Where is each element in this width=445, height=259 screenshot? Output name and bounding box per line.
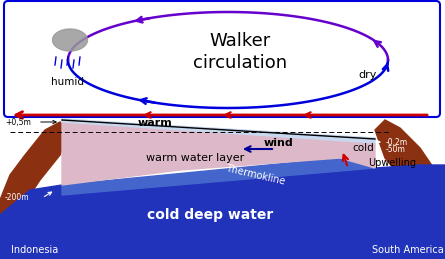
Polygon shape <box>62 158 375 195</box>
Text: Upwelling: Upwelling <box>368 158 416 168</box>
Polygon shape <box>62 122 375 185</box>
Ellipse shape <box>53 29 88 51</box>
Text: -200m: -200m <box>5 193 30 203</box>
Text: Thermokline: Thermokline <box>224 163 286 187</box>
Text: dry: dry <box>359 70 377 80</box>
Text: warm: warm <box>138 118 172 128</box>
Text: -0,2m: -0,2m <box>386 138 408 147</box>
Polygon shape <box>62 119 375 143</box>
Polygon shape <box>0 165 445 259</box>
Text: humid: humid <box>52 77 85 87</box>
Text: +0,5m: +0,5m <box>5 118 31 126</box>
Polygon shape <box>0 122 70 259</box>
Text: cold: cold <box>352 143 374 153</box>
Text: -50m: -50m <box>386 146 406 155</box>
Polygon shape <box>0 245 445 259</box>
Text: wind: wind <box>263 138 293 148</box>
Text: South America: South America <box>372 245 444 255</box>
Text: warm water layer: warm water layer <box>146 153 244 163</box>
Polygon shape <box>375 120 445 259</box>
Text: Indonesia: Indonesia <box>12 245 59 255</box>
Text: cold deep water: cold deep water <box>147 208 273 222</box>
Text: Walker
circulation: Walker circulation <box>193 32 287 72</box>
